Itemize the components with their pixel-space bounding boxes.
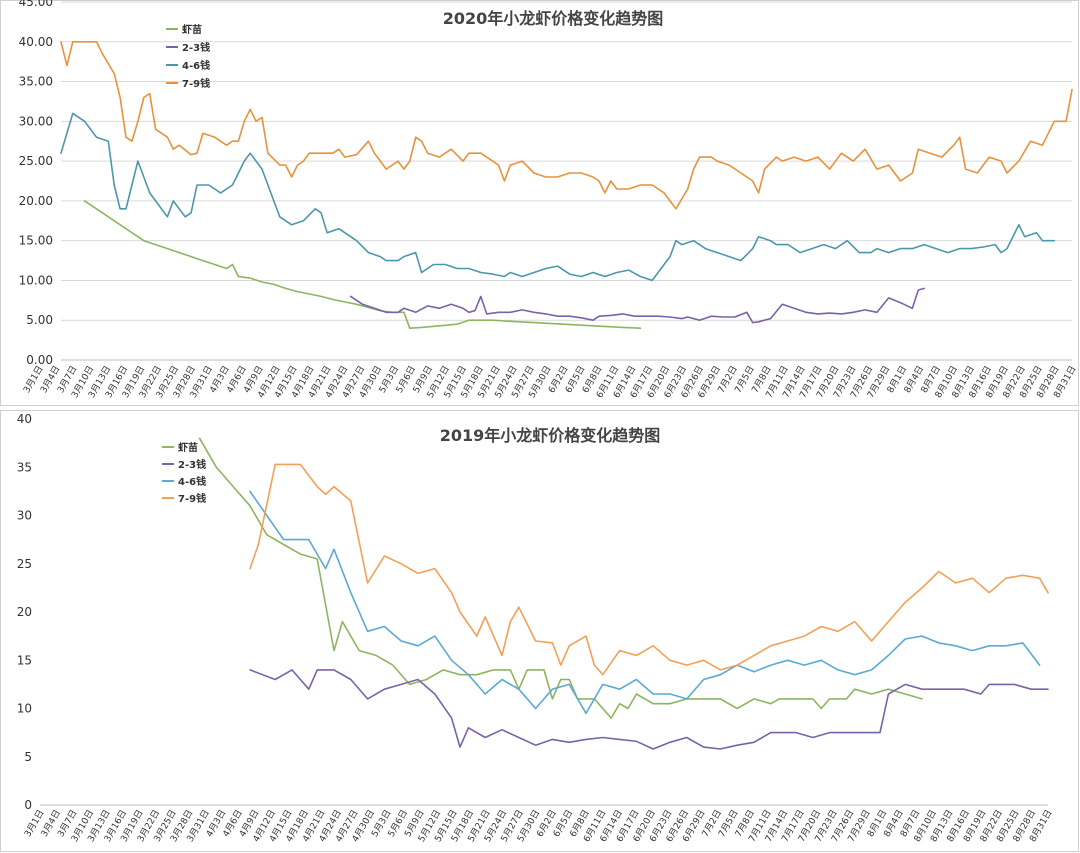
y-tick-label: 35.00 [19, 75, 53, 89]
y-tick-label: 5.00 [26, 313, 53, 327]
y-tick-label: 0.00 [26, 353, 53, 367]
y-tick-label: 5 [24, 750, 32, 764]
y-tick-label: 30 [17, 509, 32, 523]
chart-2019-x-axis: 3月1日3月4日3月7日3月10日3月13日3月16日3月19日3月22日3月2… [22, 808, 1054, 844]
chart-2019-legend: 虾苗 2-3钱 4-6钱 7-9钱 [162, 441, 206, 505]
legend-label: 7-9钱 [178, 492, 206, 505]
y-tick-label: 20.00 [19, 194, 53, 208]
y-tick-label: 20 [17, 605, 32, 619]
y-tick-label: 10 [17, 702, 32, 716]
series-line-2 [60, 112, 1056, 282]
y-tick-label: 40.00 [19, 35, 53, 49]
chart-2019-series [198, 437, 1049, 750]
series-line-0 [83, 200, 642, 329]
y-tick-label: 30.00 [19, 114, 53, 128]
chart-2020-grid [61, 1, 1072, 361]
y-tick-label: 0 [24, 798, 32, 812]
legend-label: 2-3钱 [182, 41, 210, 54]
chart-2019: 0 5 10 15 20 25 30 35 40 3月1日3月4日3月7日3月10日3月13日3… [0, 410, 1079, 852]
chart-2020-series [60, 41, 1073, 329]
legend-label: 虾苗 [178, 441, 198, 454]
series-line-1 [349, 287, 925, 324]
y-tick-label: 35 [17, 460, 32, 474]
legend-label: 4-6钱 [182, 59, 210, 72]
y-tick-label: 40 [17, 412, 32, 426]
chart-2019-frame [0, 410, 1079, 852]
legend-label: 2-3钱 [178, 458, 206, 471]
series-line-3 [249, 463, 1049, 676]
chart-2019-title: 2019年小龙虾价格变化趋势图 [440, 426, 661, 445]
chart-2020-frame [0, 0, 1079, 406]
series-line-2 [249, 490, 1041, 715]
chart-2020: 0.00 5.00 10.00 15.00 20.00 25.00 30.00 35.00 40… [0, 0, 1079, 406]
chart-2020-y-axis: 0.00 5.00 10.00 15.00 20.00 25.00 30.00 35.00 40… [19, 0, 53, 367]
y-tick-label: 10.00 [19, 273, 53, 287]
series-line-0 [198, 437, 923, 719]
chart-2020-legend: 虾苗 2-3钱 4-6钱 7-9钱 [166, 23, 210, 90]
legend-label: 7-9钱 [182, 77, 210, 90]
y-tick-label: 15.00 [19, 234, 53, 248]
y-tick-label: 25.00 [19, 154, 53, 168]
y-tick-label: 25 [17, 557, 32, 571]
chart-2020-title: 2020年小龙虾价格变化趋势图 [443, 9, 664, 28]
series-line-1 [249, 669, 1049, 750]
chart-2019-y-axis: 0 5 10 15 20 25 30 35 40 [17, 412, 32, 812]
y-tick-label: 15 [17, 653, 32, 667]
legend-label: 4-6钱 [178, 475, 206, 488]
chart-2020-x-axis: 3月1日3月4日3月7日3月10日3月13日3月16日3月19日3月22日3月2… [21, 364, 1078, 400]
series-line-3 [60, 41, 1073, 210]
legend-label: 虾苗 [182, 23, 202, 36]
y-tick-label: 45.00 [19, 0, 53, 9]
